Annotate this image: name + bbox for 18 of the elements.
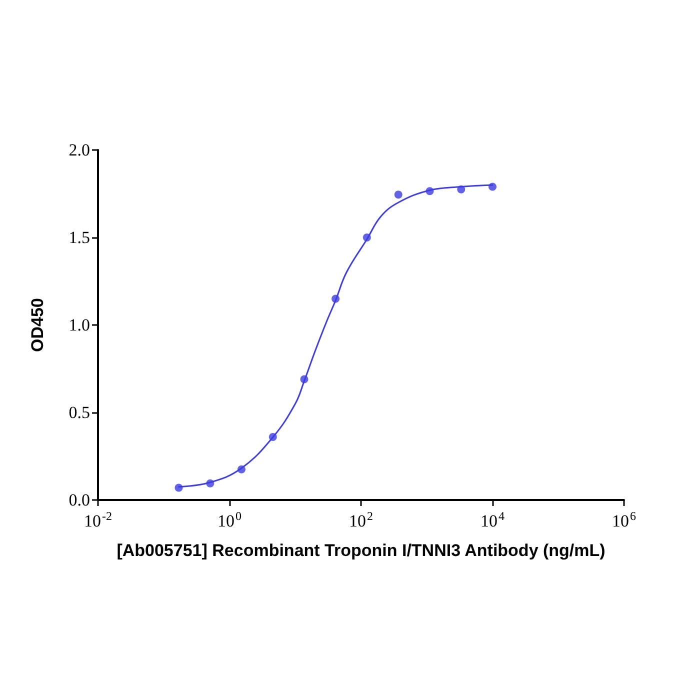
point xyxy=(174,484,183,492)
point xyxy=(332,294,340,303)
point xyxy=(268,433,277,441)
x-axis-title: [Ab005751] Recombinant Troponin I/TNNI3 Antibody (ng/mL) xyxy=(116,541,606,560)
y-tick-label: 0.5 xyxy=(68,403,90,422)
y-tick-label: 1.5 xyxy=(68,228,90,247)
point xyxy=(488,182,496,191)
point xyxy=(362,234,371,242)
point xyxy=(206,479,214,488)
point xyxy=(394,190,402,199)
point xyxy=(426,187,434,196)
y-axis-title: OD450 xyxy=(28,298,47,352)
point xyxy=(300,375,308,384)
point xyxy=(457,185,466,194)
y-tick-label: 0.0 xyxy=(68,490,90,510)
y-tick-label: 2.0 xyxy=(68,140,90,160)
point xyxy=(237,465,246,474)
y-tick-label: 1.0 xyxy=(68,316,90,334)
